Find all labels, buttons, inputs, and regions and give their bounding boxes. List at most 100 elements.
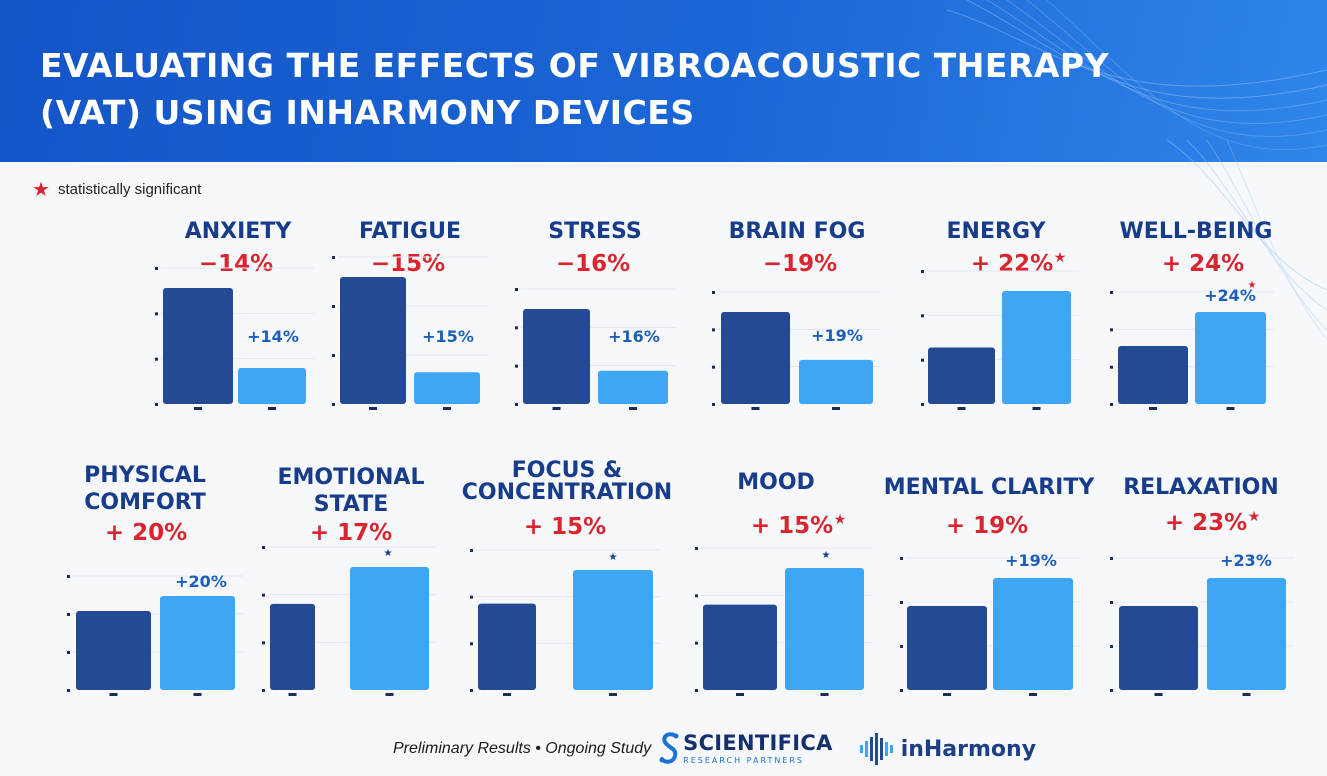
- metric-8-title: STATE: [314, 492, 389, 517]
- metric-8-axis-tick: [262, 689, 265, 692]
- metric-5-change-label: + 22%: [971, 251, 1053, 277]
- metric-11-bar-before: [907, 606, 987, 690]
- metric-12-change-label: + 23%: [1165, 510, 1247, 536]
- metric-10-change-label: + 15%: [751, 513, 833, 539]
- scientifica-s-icon: [659, 732, 679, 764]
- metric-7-bar-label: +20%: [175, 572, 227, 591]
- metric-4-axis-tick: [712, 365, 715, 369]
- metric-3-change-label: −16%: [556, 251, 630, 277]
- metric-3-bar-after: [598, 370, 668, 404]
- metric-7-axis-tick: [67, 613, 70, 616]
- metric-1-bar-after: [238, 368, 306, 404]
- metric-8-category-tick: [288, 693, 297, 696]
- metric-8-title: EMOTIONAL: [278, 465, 425, 490]
- metric-11-axis-tick: [900, 689, 903, 692]
- metric-2-change-label: −15%: [371, 251, 445, 277]
- metric-1-bar-label: +14%: [247, 327, 299, 346]
- background-wave-decoration: [1167, 140, 1327, 340]
- metric-3-axis-tick: [515, 403, 518, 406]
- metric-5-bar-before: [928, 347, 995, 404]
- metric-2-title: FATIGUE: [359, 219, 461, 244]
- metric-12-bar-label: +23%: [1220, 551, 1272, 570]
- metric-3-category-tick: [629, 407, 637, 410]
- metric-12-significance-star-icon: ★: [1248, 509, 1261, 525]
- metric-5-title: ENERGY: [947, 219, 1047, 244]
- metric-4-axis-tick: [712, 291, 715, 294]
- metric-10-bar-star-icon: ★: [822, 550, 831, 561]
- scientifica-subtitle: RESEARCH PARTNERS: [683, 756, 805, 765]
- metric-1-category-tick: [194, 407, 202, 410]
- metric-7-category-tick: [193, 693, 202, 696]
- metric-9-title: CONCENTRATION: [462, 480, 672, 505]
- metric-3-category-tick: [552, 407, 561, 410]
- metric-5-category-tick: [1032, 407, 1041, 410]
- inharmony-name: inHarmony: [900, 736, 1037, 762]
- metric-5-axis-tick: [921, 403, 924, 406]
- footer: Preliminary Results • Ongoing Study SCIE…: [393, 729, 1036, 769]
- metric-3-axis-tick: [515, 364, 518, 368]
- metric-9-category-tick: [503, 693, 511, 696]
- metric-10-title: MOOD: [737, 470, 815, 495]
- footer-note: Preliminary Results • Ongoing Study: [393, 740, 652, 757]
- metric-11-change-label: + 19%: [946, 513, 1028, 539]
- metric-11-category-tick: [943, 693, 951, 696]
- metric-9-bar-after: [573, 570, 653, 690]
- metric-2-bar-after: [414, 372, 480, 404]
- metric-5-axis-tick: [921, 358, 924, 362]
- metric-9-change-label: + 15%: [524, 514, 606, 540]
- metric-7-change-label: + 20%: [105, 520, 187, 546]
- metric-6-bar-before: [1118, 346, 1188, 404]
- metric-4-change-label: −19%: [763, 251, 837, 277]
- metric-6-category-tick: [1226, 407, 1235, 410]
- metric-12-axis-tick: [1110, 601, 1113, 604]
- page-title: EVALUATING THE EFFECTS OF VIBROACOUSTIC …: [40, 42, 1160, 136]
- metric-6-title: WELL-BEING: [1120, 219, 1273, 244]
- metric-4-bar-label: +19%: [811, 326, 863, 345]
- metric-12-category-tick: [1154, 693, 1163, 696]
- metric-4-axis-tick: [712, 328, 715, 332]
- metric-6-category-tick: [1149, 407, 1157, 410]
- legend: ★ statistically significant: [32, 178, 201, 200]
- metric-6-axis-tick: [1110, 291, 1113, 294]
- metric-12-axis-tick: [1110, 689, 1113, 692]
- metric-1-axis-tick: [155, 267, 158, 270]
- metric-2-axis-tick: [332, 403, 335, 406]
- metric-1-title: ANXIETY: [185, 219, 293, 244]
- metric-6-axis-tick: [1110, 365, 1113, 369]
- metric-9-axis-tick: [470, 549, 473, 552]
- metric-4-bar-before: [721, 312, 790, 404]
- metric-12-title: RELAXATION: [1123, 475, 1279, 500]
- metric-3-axis-tick: [515, 326, 518, 330]
- metric-5-bar-after: [1002, 291, 1071, 404]
- metric-12-bar-before: [1119, 606, 1198, 690]
- sound-wave-icon: [859, 733, 893, 765]
- metric-8-category-tick: [385, 693, 394, 696]
- metric-1-change-label: −14%: [199, 251, 273, 277]
- metric-2-category-tick: [369, 407, 377, 410]
- metric-6-change-label: + 24%: [1162, 251, 1244, 277]
- metric-11-bar-after: [993, 578, 1073, 690]
- metric-7-title: COMFORT: [84, 490, 205, 515]
- metric-1-axis-tick: [155, 312, 158, 316]
- metric-8-axis-tick: [262, 593, 265, 597]
- metric-5-axis-tick: [921, 270, 924, 273]
- metric-11-axis-tick: [900, 645, 903, 648]
- metric-1-axis-tick: [155, 357, 158, 361]
- metric-10-significance-star-icon: ★: [834, 512, 847, 528]
- metric-7-category-tick: [109, 693, 118, 696]
- metric-8-axis-tick: [262, 546, 265, 549]
- metric-7-axis-tick: [67, 689, 70, 692]
- metric-9-category-tick: [609, 693, 617, 696]
- metric-2-axis-tick: [332, 256, 335, 259]
- metric-5-axis-tick: [921, 314, 924, 318]
- metric-1-category-tick: [268, 407, 276, 410]
- metric-4-axis-tick: [712, 403, 715, 406]
- metric-2-axis-tick: [332, 305, 335, 308]
- metric-6-axis-tick: [1110, 328, 1113, 332]
- metric-8-change-label: + 17%: [310, 520, 392, 546]
- metric-3-axis-tick: [515, 288, 518, 291]
- metric-9-title: FOCUS &: [512, 458, 622, 483]
- metric-6-axis-tick: [1110, 403, 1113, 406]
- metric-9-axis-tick: [470, 642, 473, 646]
